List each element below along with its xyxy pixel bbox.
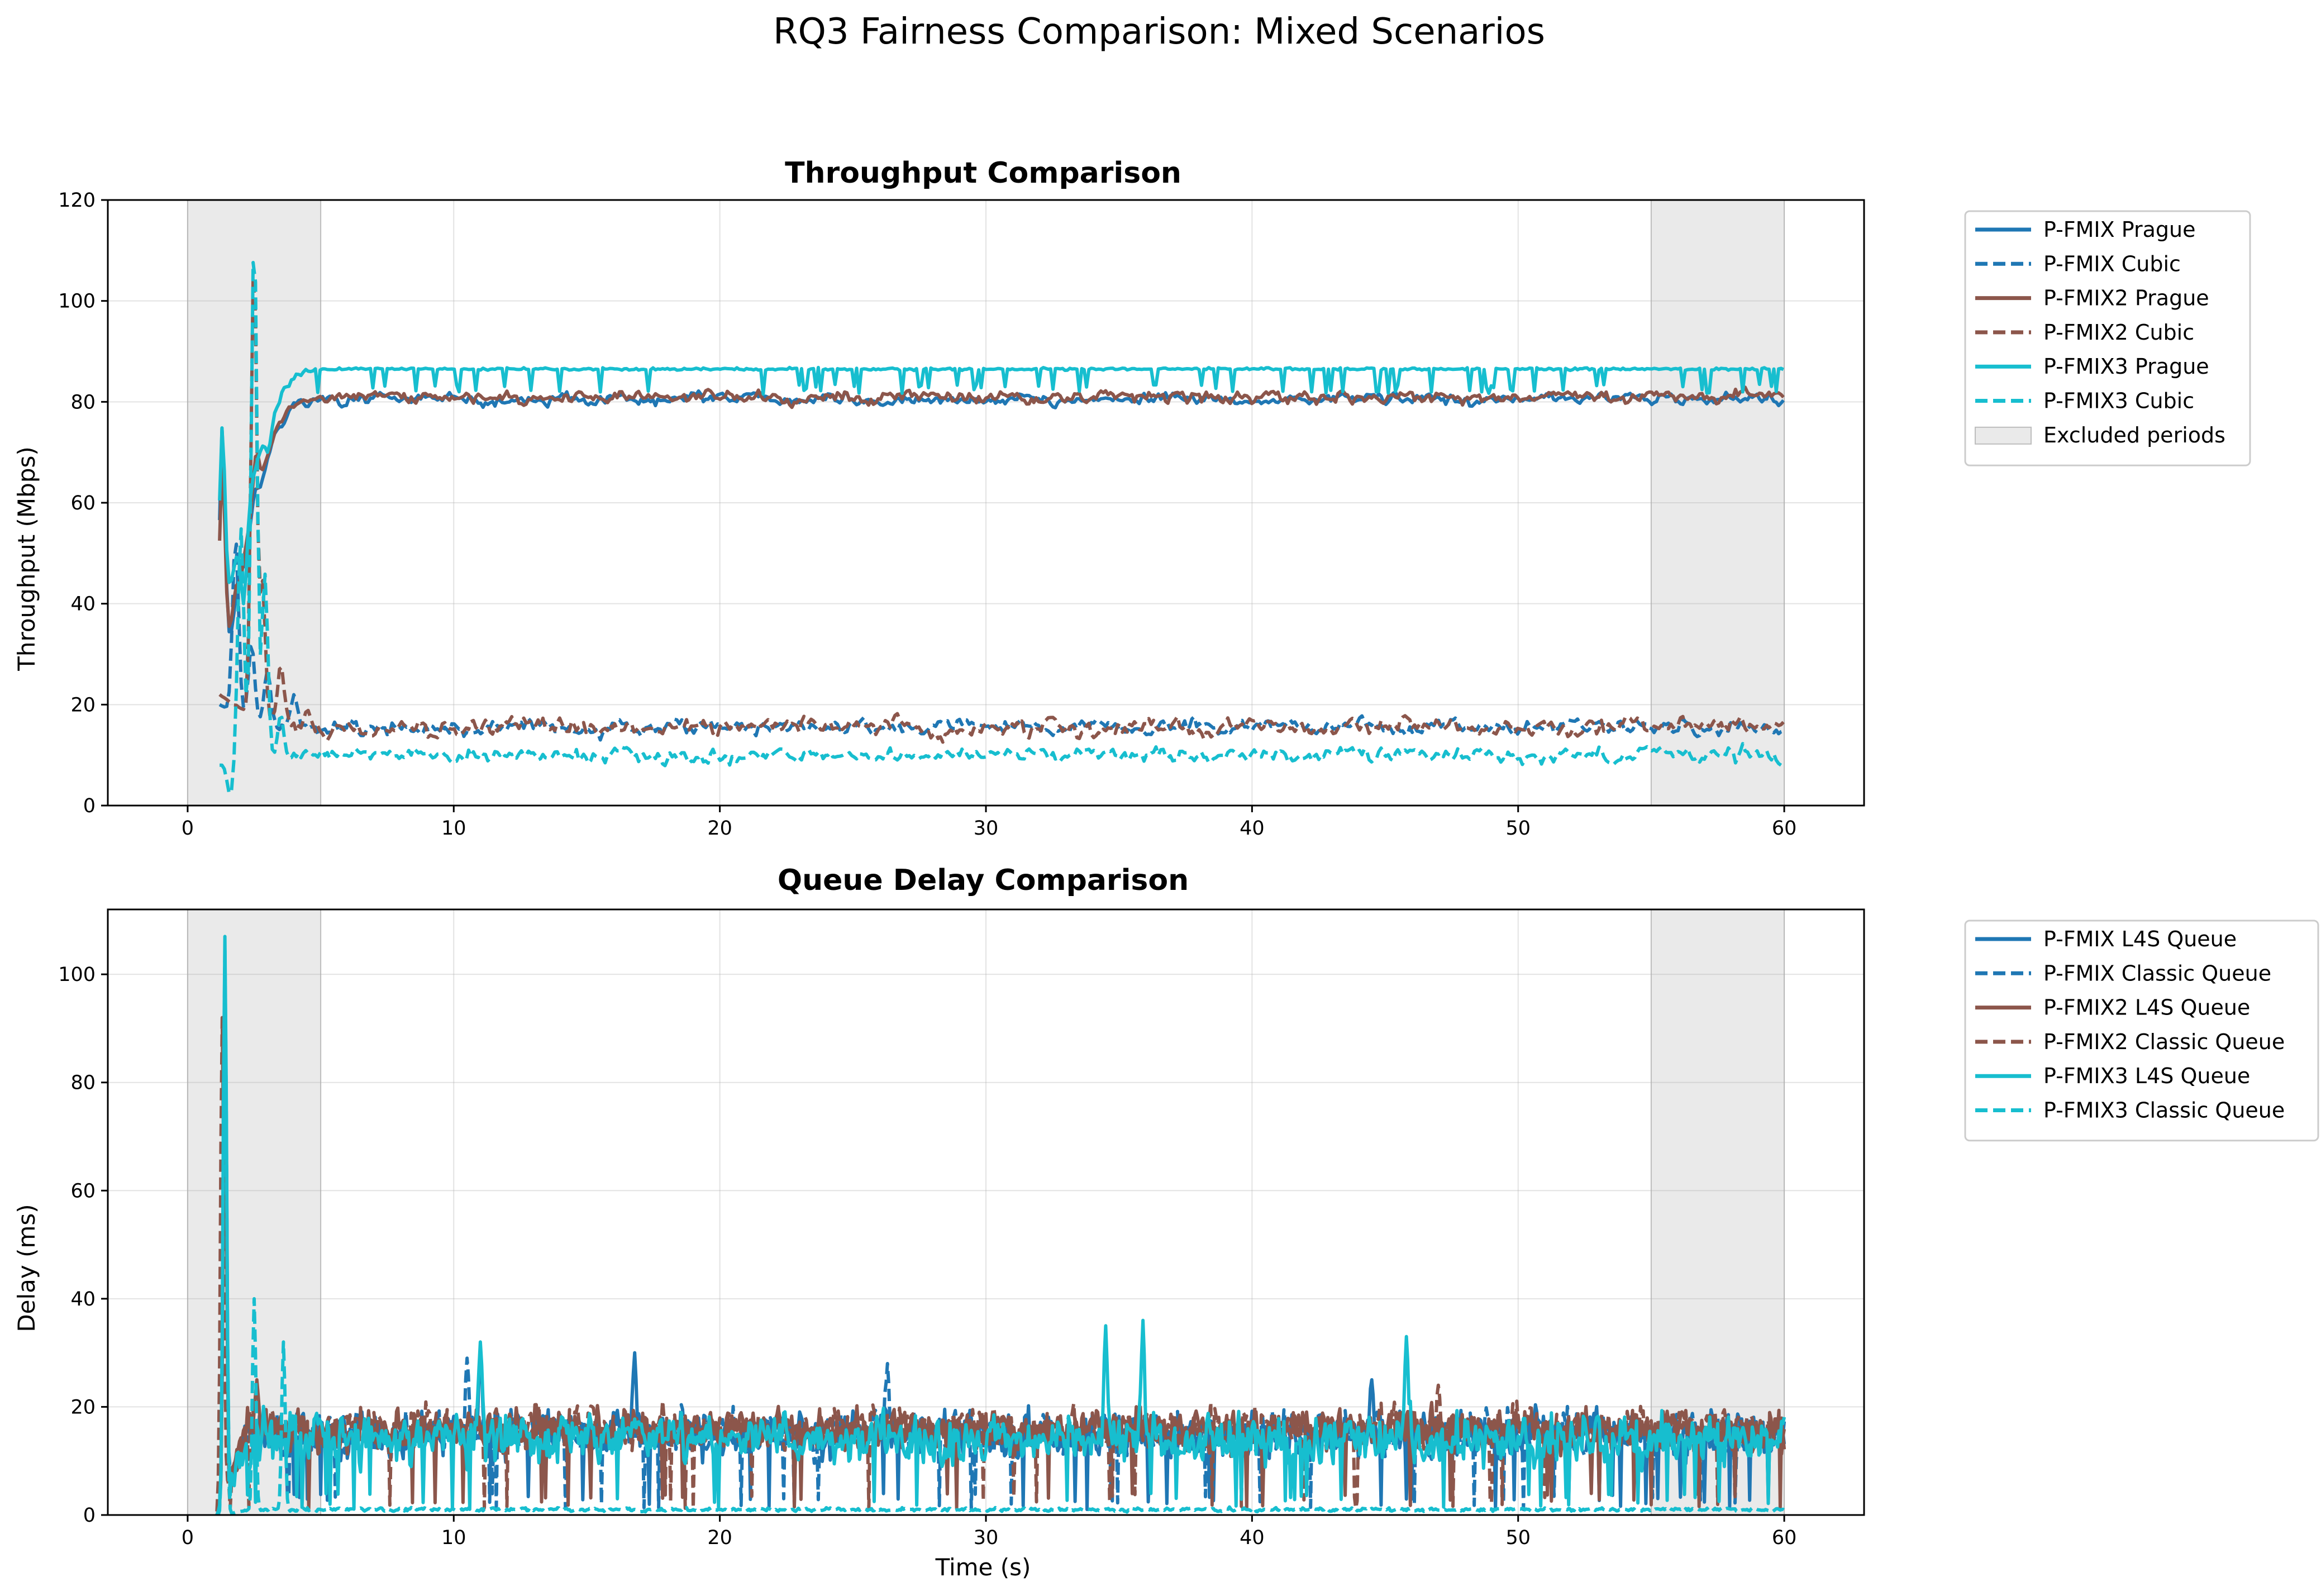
series-p-fmix3-cubic bbox=[220, 261, 1785, 795]
x-tick-label: 30 bbox=[974, 1527, 999, 1549]
y-tick-label: 0 bbox=[83, 1504, 96, 1527]
legend-label: P-FMIX2 L4S Queue bbox=[2043, 995, 2250, 1020]
excluded-period-2 bbox=[1650, 199, 1785, 806]
series-p-fmix3-prague bbox=[218, 365, 1785, 606]
legend-label: P-FMIX2 Prague bbox=[2043, 286, 2209, 311]
delay-ylabel: Delay (ms) bbox=[13, 1204, 40, 1332]
legend-label: P-FMIX2 Cubic bbox=[2043, 320, 2194, 345]
x-tick-label: 60 bbox=[1772, 1527, 1797, 1549]
series-p-fmix-cubic bbox=[218, 542, 1784, 742]
x-tick-label: 40 bbox=[1240, 1527, 1265, 1549]
y-tick-label: 120 bbox=[58, 189, 96, 212]
x-tick-label: 60 bbox=[1772, 817, 1797, 840]
x-tick-label: 50 bbox=[1505, 817, 1531, 840]
y-tick-label: 0 bbox=[83, 795, 96, 817]
series-p-fmix2-classic-queue bbox=[215, 1016, 1786, 1512]
throughput-title: Throughput Comparison bbox=[785, 156, 1181, 190]
legend: P-FMIX Prague P-FMIX Cubic P-FMIX2 Prague P… bbox=[1964, 210, 2251, 466]
series-p-fmix2-prague bbox=[218, 385, 1785, 628]
legend-label: P-FMIX2 Classic Queue bbox=[2043, 1030, 2285, 1054]
throughput-ylabel: Throughput (Mbps) bbox=[13, 446, 40, 671]
y-tick-label: 100 bbox=[58, 964, 96, 986]
legend-swatch bbox=[1975, 426, 2032, 445]
legend-label: P-FMIX Classic Queue bbox=[2043, 961, 2271, 985]
x-tick-label: 40 bbox=[1240, 817, 1265, 840]
x-tick-label: 50 bbox=[1505, 1527, 1531, 1549]
y-tick-label: 60 bbox=[70, 492, 96, 514]
series-p-fmix3-l4s-queue bbox=[215, 935, 1786, 1515]
y-tick-label: 40 bbox=[70, 1288, 96, 1311]
legend-label: P-FMIX Cubic bbox=[2043, 251, 2181, 276]
legend-label: P-FMIX3 Prague bbox=[2043, 354, 2209, 379]
x-tick-label: 20 bbox=[707, 1527, 732, 1549]
legend-label: P-FMIX L4S Queue bbox=[2043, 927, 2237, 951]
x-tick-label: 10 bbox=[441, 817, 466, 840]
y-tick-label: 80 bbox=[70, 1072, 96, 1094]
legend-label: P-FMIX Prague bbox=[2043, 217, 2196, 242]
x-tick-label: 10 bbox=[441, 1527, 466, 1549]
y-tick-label: 20 bbox=[70, 694, 96, 716]
legend-label: P-FMIX3 Classic Queue bbox=[2043, 1098, 2285, 1123]
delay-panel: Queue Delay Comparison Delay (ms) Time (… bbox=[13, 864, 2319, 1581]
legend-box bbox=[1964, 920, 2319, 1142]
legend-box bbox=[1964, 210, 2251, 466]
series-p-fmix2-cubic bbox=[218, 275, 1785, 744]
y-tick-label: 80 bbox=[70, 391, 96, 413]
delay-xlabel: Time (s) bbox=[935, 1554, 1031, 1581]
y-tick-label: 60 bbox=[70, 1180, 96, 1202]
legend-label: P-FMIX3 Cubic bbox=[2043, 389, 2194, 413]
series-p-fmix-classic-queue bbox=[215, 999, 1786, 1515]
legend-label: P-FMIX3 L4S Queue bbox=[2043, 1064, 2250, 1088]
x-tick-label: 20 bbox=[707, 817, 732, 840]
delay-title: Queue Delay Comparison bbox=[778, 864, 1189, 897]
y-tick-label: 100 bbox=[58, 290, 96, 313]
series-p-fmix3-classic-queue bbox=[216, 945, 1785, 1515]
throughput-panel: Throughput Comparison Throughput (Mbps) … bbox=[13, 156, 2251, 840]
y-tick-label: 20 bbox=[70, 1396, 96, 1418]
x-tick-label: 0 bbox=[182, 1527, 194, 1549]
legend: P-FMIX L4S Queue P-FMIX Classic Queue P-FM… bbox=[1964, 920, 2319, 1142]
y-tick-label: 40 bbox=[70, 593, 96, 616]
figure-suptitle: RQ3 Fairness Comparison: Mixed Scenarios bbox=[773, 11, 1545, 53]
legend-label: Excluded periods bbox=[2043, 423, 2225, 447]
x-tick-label: 30 bbox=[974, 817, 999, 840]
x-tick-label: 0 bbox=[182, 817, 194, 840]
